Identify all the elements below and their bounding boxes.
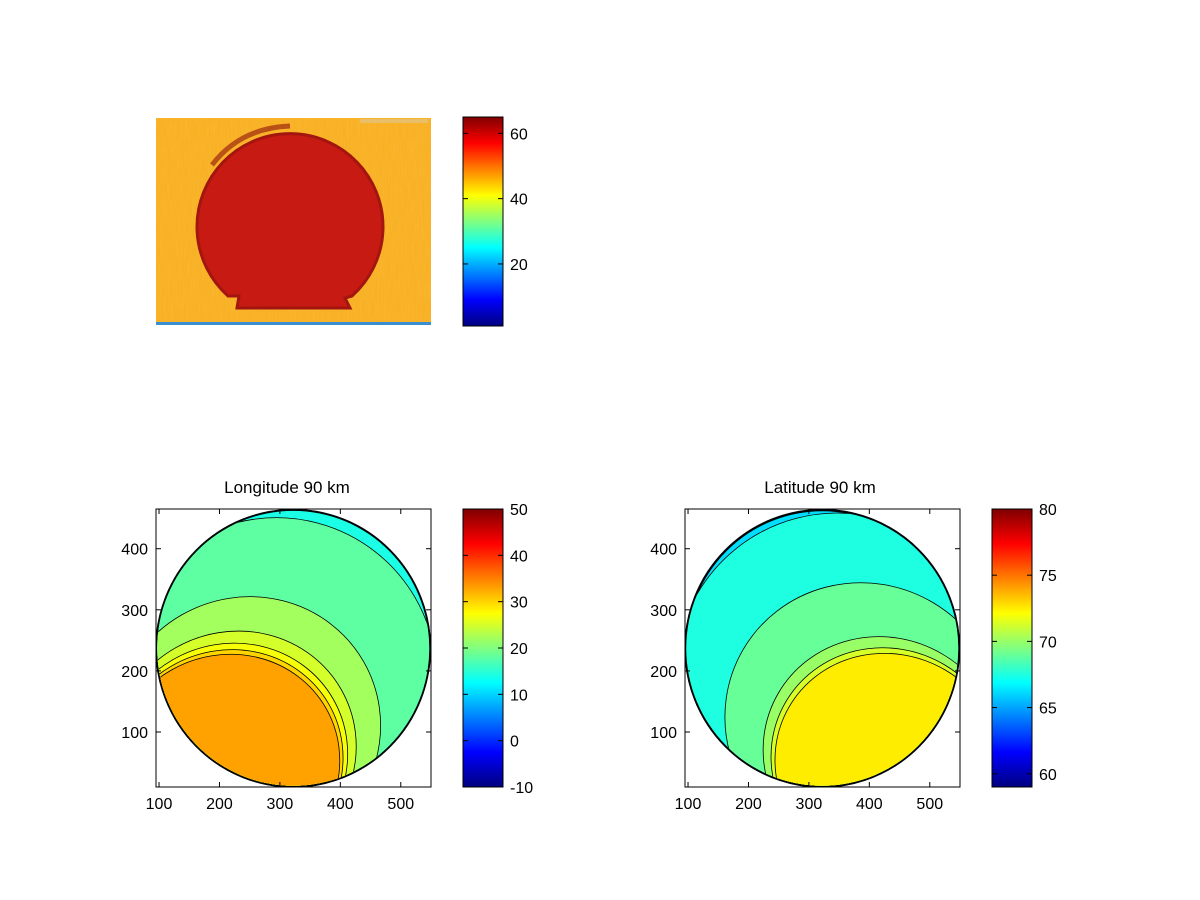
latitude-x-tick-label: 400 <box>856 796 883 813</box>
latitude-y-tick-label: 400 <box>650 542 677 559</box>
latitude-colorbar-tick-label: 60 <box>1039 767 1057 784</box>
longitude-y-tick-label: 400 <box>121 542 148 559</box>
longitude-colorbar: -10 0 10 20 30 40 50 <box>462 502 533 797</box>
latitude-title: Latitude 90 km <box>764 478 876 497</box>
longitude-x-tick-label: 400 <box>327 796 354 813</box>
image-colorbar: 20 40 60 <box>462 116 528 327</box>
longitude-axes: 100 200 300 400 500 100 200 300 400 <box>121 508 432 813</box>
longitude-contour-plot <box>156 509 431 787</box>
image-colorbar-tick-label: 60 <box>510 126 528 143</box>
longitude-colorbar-tick-label: 10 <box>510 687 528 704</box>
latitude-contour-plot <box>685 509 960 787</box>
thermal-disc <box>195 132 385 310</box>
latitude-x-tick-label: 100 <box>675 796 702 813</box>
latitude-x-tick-label: 200 <box>735 796 762 813</box>
thermal-image <box>156 118 431 325</box>
longitude-colorbar-gradient <box>462 508 504 788</box>
image-colorbar-tick-label: 40 <box>510 192 528 209</box>
latitude-axes: 100 200 300 400 500 100 200 300 400 <box>650 508 961 813</box>
latitude-y-tick-label: 300 <box>650 603 677 620</box>
thermal-disc-rim <box>210 123 291 167</box>
longitude-x-tick-label: 300 <box>267 796 294 813</box>
longitude-title: Longitude 90 km <box>224 478 350 497</box>
latitude-x-tick-label: 500 <box>916 796 943 813</box>
longitude-colorbar-tick-label: 40 <box>510 548 528 565</box>
latitude-panel: Latitude 90 km 100 200 300 400 500 100 200 300 4… <box>650 478 1057 813</box>
longitude-colorbar-tick-label: 20 <box>510 641 528 658</box>
latitude-colorbar-tick-label: 75 <box>1039 568 1057 585</box>
longitude-colorbar-tick-label: 30 <box>510 595 528 612</box>
image-colorbar-gradient <box>462 116 504 327</box>
latitude-colorbar-tick-label: 70 <box>1039 634 1057 651</box>
latitude-y-tick-label: 100 <box>650 725 677 742</box>
latitude-colorbar-gradient <box>991 508 1033 788</box>
longitude-x-tick-label: 500 <box>387 796 414 813</box>
longitude-colorbar-tick-label: 0 <box>510 734 519 751</box>
longitude-panel: Longitude 90 km 100 200 300 400 500100200300… <box>121 478 533 813</box>
latitude-colorbar: 60 65 70 75 80 <box>991 502 1057 788</box>
latitude-axes-box <box>684 508 961 788</box>
latitude-y-tick-label: 200 <box>650 664 677 681</box>
longitude-x-tick-label: 200 <box>206 796 233 813</box>
image-colorbar-tick-label: 20 <box>510 257 528 274</box>
thermal-header-strip <box>360 119 428 123</box>
longitude-x-tick-label: 100 <box>146 796 173 813</box>
thermal-bottom-row <box>156 322 431 325</box>
latitude-colorbar-tick-label: 80 <box>1039 502 1057 519</box>
longitude-colorbar-tick-label: -10 <box>510 780 533 797</box>
latitude-x-tick-label: 300 <box>796 796 823 813</box>
latitude-colorbar-tick-label: 65 <box>1039 701 1057 718</box>
longitude-y-tick-label: 300 <box>121 603 148 620</box>
longitude-y-tick-label: 100 <box>121 725 148 742</box>
longitude-y-tick-label: 200 <box>121 664 148 681</box>
longitude-axes-box <box>155 508 432 788</box>
longitude-colorbar-tick-label: 50 <box>510 502 528 519</box>
thermal-image-panel: 20 40 60 <box>156 116 528 327</box>
